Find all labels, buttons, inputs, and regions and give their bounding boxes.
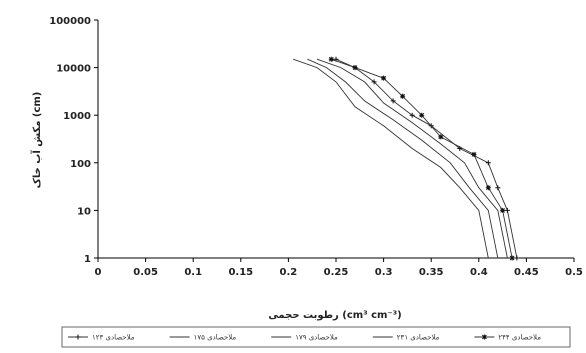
legend-item: ملاحصادی ۱۷۹ [271,334,338,342]
x-tick-label: 0.5 [565,267,583,278]
x-tick-label: 0 [95,267,102,278]
series-line [293,58,489,259]
data-point [419,112,425,118]
series-line [331,58,513,259]
legend-item: ملاحصادی ۲۴۴ [474,334,541,342]
x-tick-label: 0.05 [133,267,158,278]
legend-label: ملاحصادی ۱۷۵ [194,334,237,342]
y-axis-title: مکش آب خاک (cm) [30,92,43,189]
x-tick-label: 0.4 [470,267,488,278]
data-point [495,185,501,191]
legend-item: ملاحصادی ۱۷۵ [169,334,237,342]
series-line [316,58,508,259]
legend-label: ملاحصادی ۱۷۹ [295,334,338,342]
series-line [307,58,499,259]
x-tick-label: 0.25 [324,267,349,278]
y-tick-label: 100000 [49,16,91,27]
data-point [75,334,81,340]
legend-label: ملاحصادی ۱۲۳ [92,334,135,342]
data-point [514,255,520,261]
series-2 [307,58,499,259]
legend-box [61,326,571,348]
data-point [390,98,396,104]
legend-item: ملاحصادی ۲۳۱ [372,334,440,342]
y-axis-ticks: 1 10 100 1000 10000 100000 [49,16,98,265]
data-point [438,134,444,140]
data-point [400,93,406,99]
x-tick-label: 0.2 [280,267,298,278]
legend-label: ملاحصادی ۲۳۱ [397,334,440,342]
y-tick-label: 100 [70,159,91,170]
data-point [371,79,377,85]
legend-item: ملاحصادی ۱۲۳ [68,334,135,342]
y-tick-label: 10000 [56,64,91,75]
x-tick-label: 0.45 [514,267,539,278]
series-line [335,58,518,259]
y-tick-label: 1000 [63,111,91,122]
plot-area [97,20,574,259]
x-tick-label: 0.1 [184,267,202,278]
x-tick-label: 0.15 [228,267,253,278]
series-4 [293,58,489,259]
data-point [352,65,358,71]
data-point [481,334,487,340]
series-3 [316,58,508,259]
data-point [485,185,491,191]
legend: ملاحصادی ۱۲۳ ملاحصادی ۱۷۵ ملاحصادی ۱۷۹ ملاح… [61,326,571,348]
data-point [509,255,515,261]
x-tick-label: 0.35 [419,267,444,278]
series-1 [333,56,520,261]
series-5 [328,56,515,261]
x-axis-title: رطوبت حجمی (cm³ cm⁻³) [268,310,401,321]
data-point [409,112,415,118]
legend-label: ملاحصادی ۲۴۴ [498,334,541,342]
data-point [504,207,510,213]
data-point [381,75,387,81]
x-tick-label: 0.3 [375,267,393,278]
y-tick-label: 10 [77,206,91,217]
series-layer [293,56,520,261]
y-tick-label: 1 [84,254,91,265]
data-point [500,207,506,213]
data-point [485,160,491,166]
data-point [328,56,334,62]
data-point [471,151,477,157]
x-axis-ticks: 0 0.05 0.1 0.15 0.2 0.25 0.3 0.35 0.4 0.45 0.5 [95,258,583,278]
